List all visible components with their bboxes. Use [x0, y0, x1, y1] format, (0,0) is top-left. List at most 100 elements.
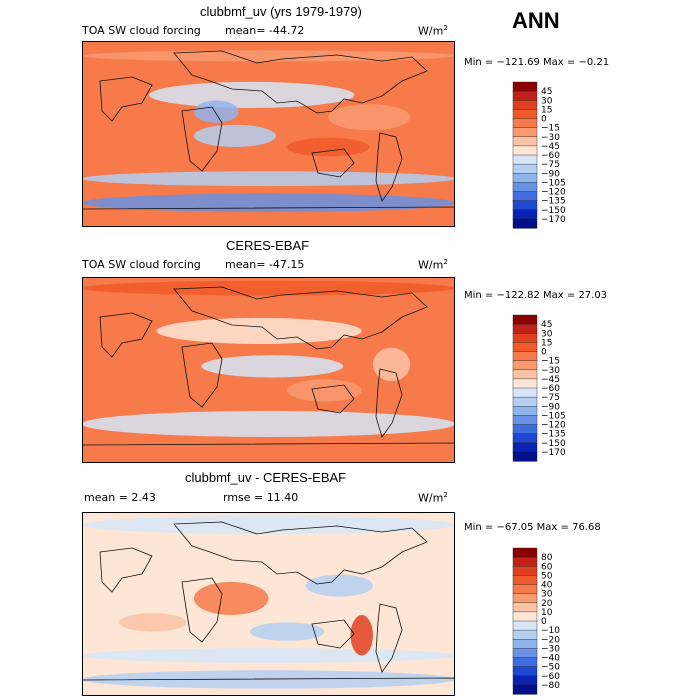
colorbar-swatch — [512, 451, 538, 462]
panel-1-units: W/m2 — [418, 24, 448, 38]
colorbar-swatch — [512, 387, 538, 398]
colorbar-label: −170 — [541, 215, 566, 225]
panel-3-minmax: Min = −67.05 Max = 76.68 — [464, 522, 601, 533]
colorbar-swatch — [512, 154, 538, 165]
colorbar-swatch — [512, 593, 538, 604]
colorbar-label: 0 — [541, 348, 547, 358]
panel-1-map — [82, 41, 455, 227]
panel-3-rmse: rmse = 11.40 — [223, 491, 299, 504]
panel-2-mean: mean= -47.15 — [225, 258, 305, 271]
colorbar-swatch — [512, 433, 538, 444]
panel-2-title: CERES-EBAF — [226, 238, 310, 253]
colorbar-label: −30 — [541, 133, 560, 143]
colorbar-swatch — [512, 442, 538, 453]
colorbar-label: 15 — [541, 338, 552, 348]
colorbar-label: −30 — [541, 644, 560, 654]
colorbar-label: −105 — [541, 178, 566, 188]
colorbar-label: −60 — [541, 384, 560, 394]
colorbar-swatch — [512, 136, 538, 147]
panel-3-mean: mean = 2.43 — [84, 491, 156, 504]
colorbar-swatch — [512, 145, 538, 156]
colorbar-label: −30 — [541, 366, 560, 376]
colorbar-swatch — [512, 333, 538, 343]
colorbar-swatch — [512, 602, 538, 613]
colorbar-label: −135 — [541, 197, 566, 207]
colorbar-label: −170 — [541, 448, 566, 458]
panel-3-title: clubbmf_uv - CERES-EBAF — [185, 470, 347, 485]
colorbar-label: 40 — [541, 581, 553, 591]
panel-3-map — [82, 512, 455, 696]
panel-2-map — [82, 277, 455, 463]
panel-3-units: W/m2 — [418, 491, 448, 505]
panel-1-mean: mean= -44.72 — [225, 24, 305, 37]
colorbar-swatch — [512, 684, 538, 695]
colorbar-swatch — [512, 118, 538, 129]
colorbar-swatch — [512, 657, 538, 668]
colorbar-label: 80 — [541, 553, 553, 563]
colorbar-label: −90 — [541, 402, 560, 412]
colorbar-label: −40 — [541, 654, 560, 664]
colorbar-swatch — [512, 182, 538, 193]
colorbar-label: 15 — [541, 105, 552, 115]
panel-2-colorbar: 4530150−15−30−45−60−75−90−105−120−135−15… — [512, 314, 566, 462]
colorbar-swatch — [512, 351, 538, 362]
colorbar-swatch — [512, 648, 538, 659]
colorbar-label: 30 — [541, 96, 553, 106]
colorbar-swatch — [512, 547, 538, 558]
colorbar-swatch — [512, 639, 538, 649]
colorbar-label: −60 — [541, 151, 560, 161]
colorbar-swatch — [512, 323, 538, 334]
colorbar-label: −90 — [541, 169, 560, 179]
colorbar-label: 0 — [541, 617, 547, 627]
colorbar-label: −50 — [541, 663, 560, 673]
colorbar-swatch — [512, 620, 538, 631]
colorbar-label: −120 — [541, 421, 566, 431]
colorbar-swatch — [512, 611, 538, 622]
panel-1-title: clubbmf_uv (yrs 1979-1979) — [200, 4, 362, 19]
colorbar-swatch — [512, 218, 538, 229]
colorbar-swatch — [512, 566, 538, 576]
colorbar-swatch — [512, 90, 538, 101]
colorbar-swatch — [512, 396, 538, 407]
colorbar-swatch — [512, 666, 538, 677]
colorbar-swatch — [512, 629, 538, 640]
colorbar-label: −15 — [541, 124, 560, 134]
colorbar-label: 50 — [541, 571, 553, 581]
colorbar-label: 0 — [541, 115, 547, 125]
colorbar-label: −80 — [541, 681, 560, 691]
panel-1-colorbar: 4530150−15−30−45−60−75−90−105−120−135−15… — [512, 81, 566, 229]
colorbar-swatch — [512, 406, 538, 416]
colorbar-swatch — [512, 424, 538, 435]
colorbar-swatch — [512, 584, 538, 595]
panel-2-units: W/m2 — [418, 258, 448, 272]
colorbar-swatch — [512, 163, 538, 174]
colorbar-swatch — [512, 342, 538, 353]
colorbar-label: −75 — [541, 393, 560, 403]
colorbar-swatch — [512, 209, 538, 220]
colorbar-label: −10 — [541, 626, 560, 636]
colorbar-label: −135 — [541, 430, 566, 440]
colorbar-swatch — [512, 556, 538, 567]
colorbar-label: −45 — [541, 142, 560, 152]
colorbar-swatch — [512, 575, 538, 586]
colorbar-swatch — [512, 81, 538, 92]
colorbar-label: −20 — [541, 635, 560, 645]
colorbar-swatch — [512, 173, 538, 183]
panel-2-minmax: Min = −122.82 Max = 27.03 — [464, 290, 608, 301]
colorbar-label: −120 — [541, 188, 566, 198]
panel-1-variable: TOA SW cloud forcing — [82, 24, 201, 37]
colorbar-label: −150 — [541, 439, 566, 449]
panel-2-variable: TOA SW cloud forcing — [82, 258, 201, 271]
panel-1-minmax: Min = −121.69 Max = −0.21 — [464, 57, 610, 68]
colorbar-label: −60 — [541, 672, 560, 682]
colorbar-swatch — [512, 127, 538, 138]
colorbar-swatch — [512, 360, 538, 371]
colorbar-label: −75 — [541, 160, 560, 170]
colorbar-swatch — [512, 200, 538, 211]
colorbar-label: −15 — [541, 357, 560, 367]
colorbar-swatch — [512, 675, 538, 686]
colorbar-swatch — [512, 314, 538, 325]
colorbar-swatch — [512, 109, 538, 120]
colorbar-label: 10 — [541, 608, 553, 618]
